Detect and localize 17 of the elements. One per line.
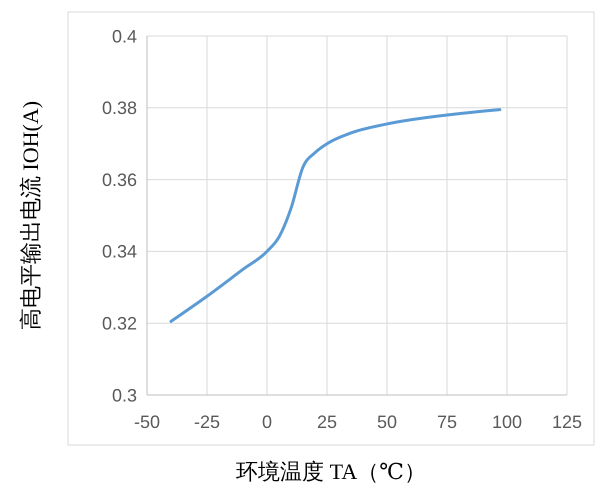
x-tick-label: 125 bbox=[552, 412, 582, 432]
line-series bbox=[170, 108, 502, 323]
y-tick-label: 0.38 bbox=[102, 98, 137, 118]
x-tick-label: 100 bbox=[492, 412, 522, 432]
x-tick-label: 75 bbox=[436, 412, 458, 432]
y-axis-title: 高电平输出电流 IOH(A) bbox=[18, 100, 43, 330]
y-tick-label: 0.3 bbox=[112, 385, 137, 406]
x-axis-title: 环境温度 TA（℃） bbox=[236, 459, 426, 484]
y-tick-label: 0.32 bbox=[102, 314, 137, 334]
y-tick-label: 0.34 bbox=[102, 242, 137, 262]
x-tick-label: -25 bbox=[194, 412, 220, 432]
x-tick-label: 50 bbox=[376, 412, 398, 432]
x-tick-label: 0 bbox=[262, 412, 272, 432]
y-tick-label: 0.36 bbox=[102, 170, 137, 190]
x-tick-label: 25 bbox=[316, 412, 338, 432]
y-tick-label: 0.4 bbox=[112, 26, 137, 46]
x-tick-label: -50 bbox=[134, 412, 160, 432]
